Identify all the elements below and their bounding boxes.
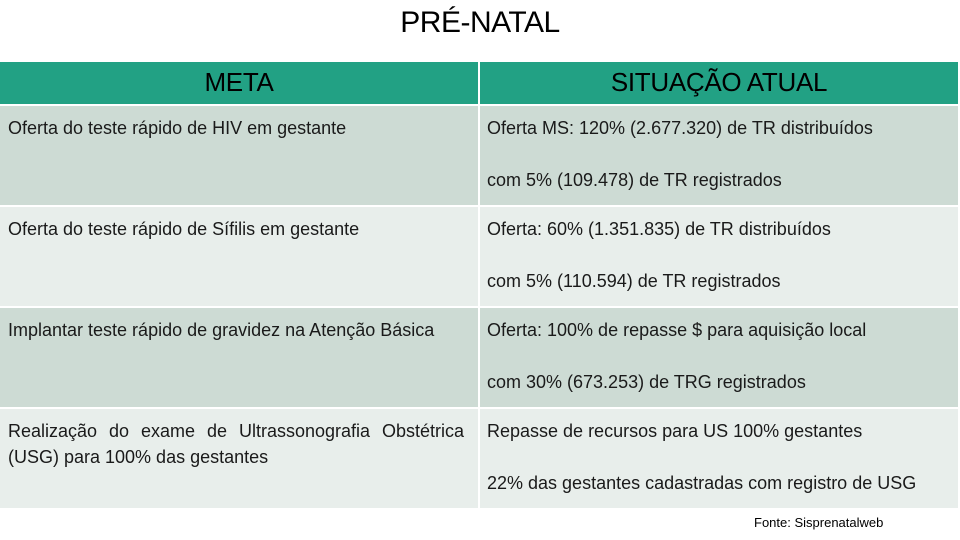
situacao-line: Oferta: 100% de repasse $ para aquisição… xyxy=(487,320,867,340)
meta-text: Oferta do teste rápido de HIV em gestant… xyxy=(8,118,347,138)
table-cell-situacao: Oferta MS: 120% (2.677.320) de TR distri… xyxy=(480,106,960,207)
meta-text: Oferta do teste rápido de Sífilis em ges… xyxy=(8,219,360,239)
table-cell-situacao: Oferta: 100% de repasse $ para aquisição… xyxy=(480,308,960,409)
table-cell-meta: Realização do exame de Ultrassonografia … xyxy=(0,409,480,510)
column-header-situacao-atual: SITUAÇÃO ATUAL xyxy=(480,62,960,106)
table-cell-meta: Implantar teste rápido de gravidez na At… xyxy=(0,308,480,409)
situacao-line: Repasse de recursos para US 100% gestant… xyxy=(487,421,863,441)
prenatal-table: META SITUAÇÃO ATUAL Oferta do teste rápi… xyxy=(0,62,960,510)
situacao-line: 22% das gestantes cadastradas com regist… xyxy=(487,473,917,493)
table-cell-situacao: Repasse de recursos para US 100% gestant… xyxy=(480,409,960,510)
column-header-meta: META xyxy=(0,62,480,106)
table-cell-meta: Oferta do teste rápido de Sífilis em ges… xyxy=(0,207,480,308)
page-title: PRÉ-NATAL xyxy=(400,6,560,39)
situacao-line: com 5% (110.594) de TR registrados xyxy=(487,271,781,291)
situacao-line: Oferta MS: 120% (2.677.320) de TR distri… xyxy=(487,118,873,138)
meta-text: Realização do exame de Ultrassonografia … xyxy=(8,421,464,467)
table-cell-meta: Oferta do teste rápido de HIV em gestant… xyxy=(0,106,480,207)
situacao-line: com 5% (109.478) de TR registrados xyxy=(487,170,782,190)
source-note: Fonte: Sisprenatalweb xyxy=(754,515,884,530)
meta-text: Implantar teste rápido de gravidez na At… xyxy=(8,320,435,340)
situacao-line: Oferta: 60% (1.351.835) de TR distribuíd… xyxy=(487,219,831,239)
situacao-line: com 30% (673.253) de TRG registrados xyxy=(487,372,806,392)
table-cell-situacao: Oferta: 60% (1.351.835) de TR distribuíd… xyxy=(480,207,960,308)
